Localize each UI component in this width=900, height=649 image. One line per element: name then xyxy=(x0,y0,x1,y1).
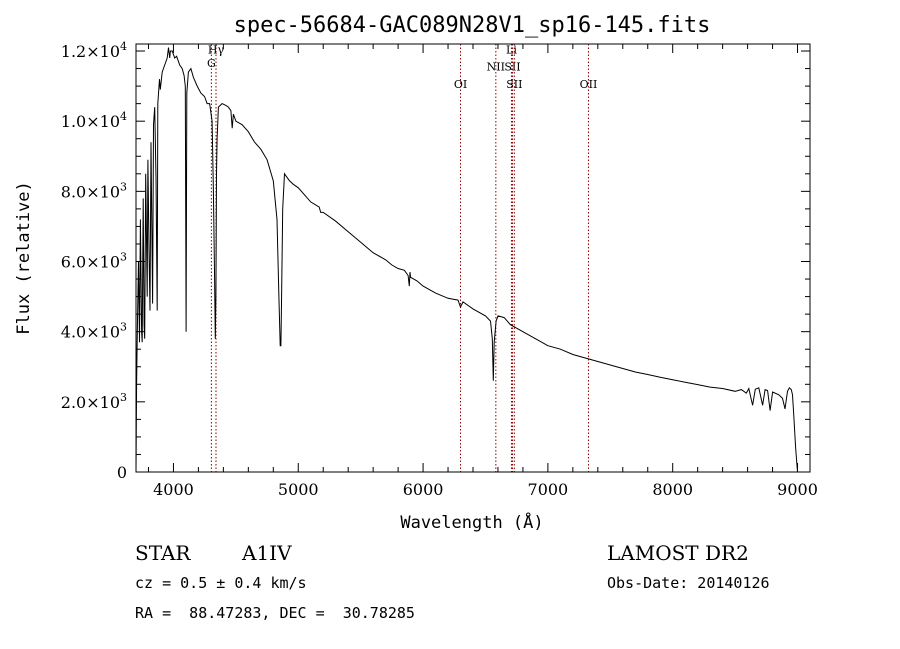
chart-title: spec-56684-GAC089N28V1_sp16-145.fits xyxy=(234,13,711,38)
spectral-line-label: SII xyxy=(506,78,522,91)
subclass: A1IV xyxy=(242,541,292,565)
spectrum-series-line xyxy=(135,47,798,473)
y-tick-label: 0 xyxy=(117,463,127,482)
x-tick-label: 6000 xyxy=(403,480,444,499)
object-class: STAR xyxy=(135,541,191,565)
spectral-line-label: OI xyxy=(454,78,467,91)
y-axis: 0 2.0×103 4.0×103 6.0×103 8.0×103 1.0×104 1.2×… xyxy=(61,40,810,482)
x-tick-label: 5000 xyxy=(278,480,319,499)
x-axis: 4000 5000 6000 7000 8000 9000 xyxy=(147,44,818,499)
x-tick-label: 9000 xyxy=(777,480,818,499)
spectral-line-label: Li xyxy=(506,43,517,56)
survey-name: LAMOST DR2 xyxy=(607,541,749,565)
x-tick-label: 8000 xyxy=(652,480,693,499)
y-tick-label: 1.2×104 xyxy=(61,40,127,61)
obs-date: Obs-Date: 20140126 xyxy=(607,574,770,592)
y-tick-label: 1.0×104 xyxy=(61,110,127,131)
y-tick-label: 4.0×103 xyxy=(61,321,127,342)
y-tick-label: 2.0×103 xyxy=(61,391,127,412)
spectral-line-label: G xyxy=(207,57,216,70)
x-axis-title: Wavelength (Å) xyxy=(400,511,543,533)
x-tick-label: 7000 xyxy=(528,480,569,499)
x-tick-label: 4000 xyxy=(153,480,194,499)
spectral-line-label: Hγ xyxy=(208,43,225,56)
y-tick-label: 8.0×103 xyxy=(61,180,127,201)
spectral-line-label: SII xyxy=(504,60,520,73)
y-axis-title: Flux (relative) xyxy=(14,181,34,335)
spectral-line-label: NII xyxy=(487,60,505,73)
y-tick-label: 6.0×103 xyxy=(61,251,127,272)
plot-frame xyxy=(135,43,811,473)
spectral-line-label: OII xyxy=(580,78,598,91)
redshift-value: cz = 0.5 ± 0.4 km/s xyxy=(135,574,307,592)
coordinates: RA = 88.47283, DEC = 30.78285 xyxy=(135,604,415,622)
